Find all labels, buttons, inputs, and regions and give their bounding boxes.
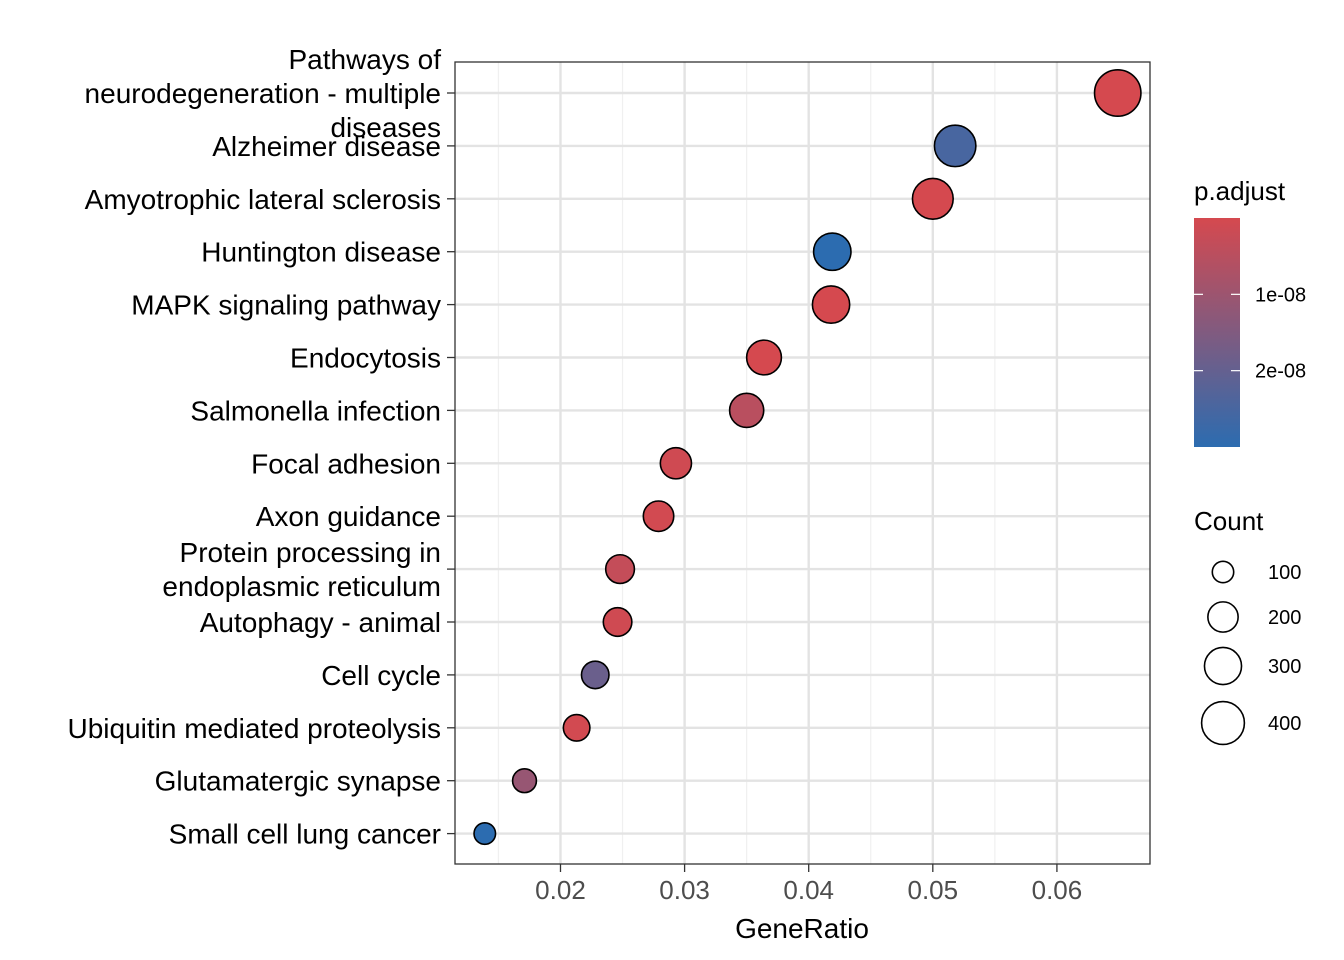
- data-point: [511, 767, 538, 794]
- data-point: [811, 285, 851, 325]
- size-legend-key: [1200, 700, 1246, 746]
- category-label: Cell cycle: [321, 660, 441, 691]
- size-legend-key: [1207, 601, 1239, 633]
- category-label: Autophagy - animal: [200, 607, 441, 638]
- x-tick-label: 0.03: [659, 875, 710, 905]
- category-label: MAPK signaling pathway: [131, 290, 441, 321]
- category-label: Glutamatergic synapse: [155, 766, 441, 797]
- data-point: [812, 232, 852, 272]
- data-point: [580, 660, 610, 690]
- data-point: [659, 446, 693, 480]
- category-label: Alzheimer disease: [212, 131, 441, 162]
- color-legend-label: 1e-08: [1255, 284, 1306, 306]
- data-point: [1093, 69, 1142, 117]
- data-point: [562, 713, 591, 742]
- x-tick-label: 0.04: [783, 875, 834, 905]
- data-point: [933, 124, 977, 168]
- data-point: [473, 822, 497, 846]
- category-label: Amyotrophic lateral sclerosis: [85, 184, 441, 215]
- category-label: Protein processing in: [180, 537, 441, 568]
- color-legend-bar: [1194, 218, 1240, 447]
- color-legend-title: p.adjust: [1194, 176, 1286, 206]
- x-tick-label: 0.06: [1032, 875, 1083, 905]
- size-legend-key: [1203, 646, 1243, 686]
- x-axis-title: GeneRatio: [735, 913, 869, 944]
- category-label: Axon guidance: [256, 501, 441, 532]
- data-point: [728, 392, 765, 429]
- category-label: Huntington disease: [201, 237, 441, 268]
- color-legend: p.adjust 1e-08 2e-08: [1194, 176, 1306, 447]
- data-points: [473, 69, 1142, 846]
- data-point: [911, 177, 954, 220]
- x-tick-label: 0.02: [535, 875, 586, 905]
- category-label: Endocytosis: [290, 343, 441, 374]
- category-label: neurodegeneration - multiple: [85, 78, 441, 109]
- size-legend-label: 400: [1268, 713, 1301, 735]
- category-label: diseases: [330, 112, 441, 143]
- size-legend-label: 100: [1268, 562, 1301, 584]
- data-point: [602, 606, 633, 638]
- category-label: Pathways of: [288, 44, 441, 75]
- category-label: Ubiquitin mediated proteolysis: [67, 713, 441, 744]
- category-label: Small cell lung cancer: [169, 819, 441, 850]
- x-axis: 0.02 0.03 0.04 0.05 0.06: [535, 864, 1082, 905]
- data-point: [604, 553, 636, 585]
- category-label: endoplasmic reticulum: [162, 571, 441, 602]
- color-legend-label: 2e-08: [1255, 361, 1306, 383]
- data-point: [745, 339, 783, 376]
- category-label: Focal adhesion: [251, 448, 441, 479]
- size-legend-label: 300: [1268, 656, 1301, 678]
- size-legend-label: 200: [1268, 607, 1301, 629]
- x-tick-label: 0.05: [908, 875, 959, 905]
- size-legend: Count 100 200 300 400: [1194, 506, 1301, 746]
- data-point: [642, 500, 675, 533]
- category-label: Salmonella infection: [190, 395, 441, 426]
- size-legend-title: Count: [1194, 506, 1264, 536]
- size-legend-key: [1211, 560, 1235, 584]
